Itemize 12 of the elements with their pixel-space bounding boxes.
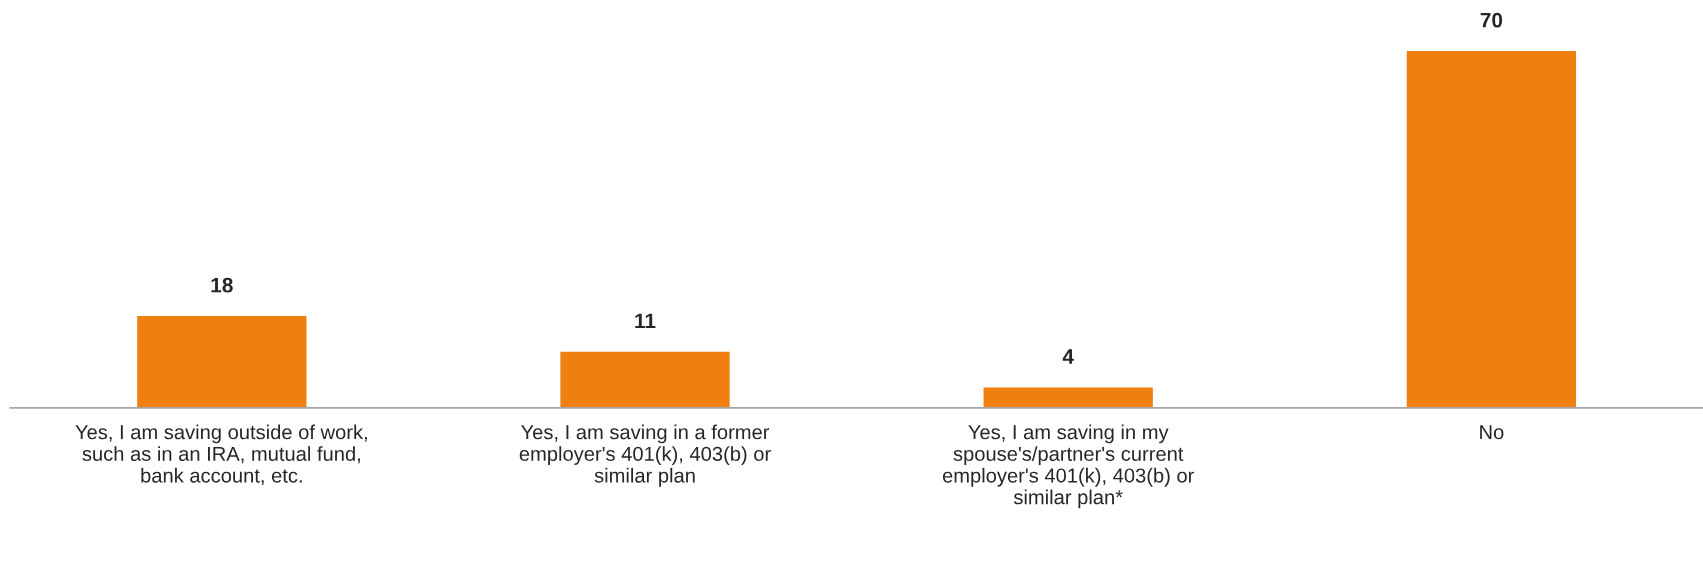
x-tick-label: No [1480, 425, 1504, 440]
data-label: 70 [1480, 12, 1503, 28]
bar [137, 316, 307, 408]
bar [983, 387, 1153, 408]
data-label: 11 [635, 313, 656, 328]
data-label: 18 [211, 277, 233, 293]
x-tick-label: Yes, I am saving outside of work, such as in an IRA, mutual fund, bank account, etc. [75, 424, 367, 486]
x-tick-label: Yes, I am saving in a former employer's 401(k), 403(b) or similar plan [519, 424, 771, 487]
bar [1406, 51, 1577, 408]
bar [560, 351, 730, 408]
data-label: 4 [1062, 349, 1074, 364]
x-tick-label: Yes, I am saving in my spouse's/partner's current employer's 401(k), 403(b) or similar plan* [942, 424, 1195, 509]
